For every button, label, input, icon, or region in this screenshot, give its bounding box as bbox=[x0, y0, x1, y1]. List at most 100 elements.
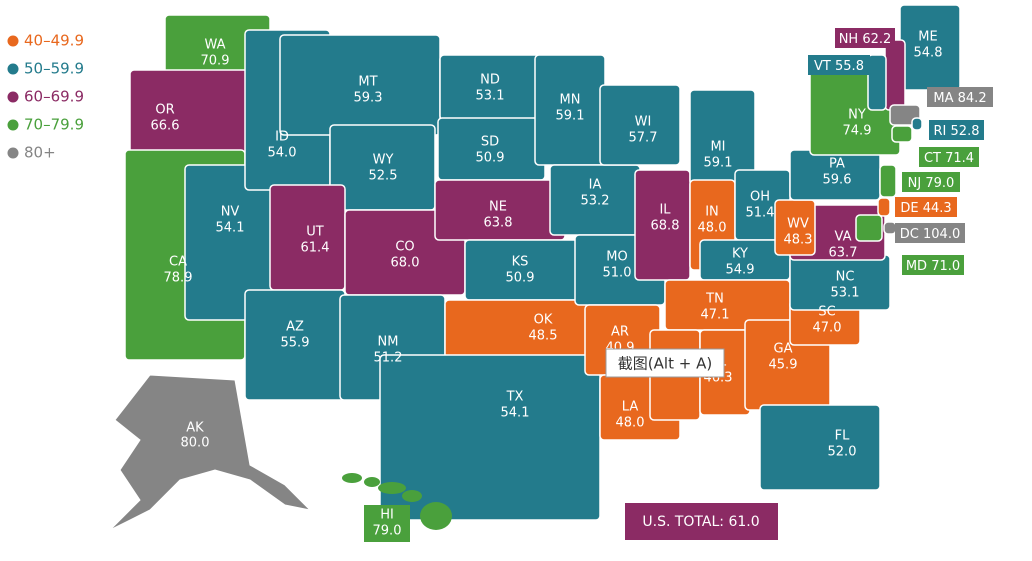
legend-label: 80+ bbox=[24, 144, 56, 162]
state-label: NY bbox=[848, 108, 866, 123]
state-label: SD bbox=[481, 135, 499, 150]
state-abbr: RI bbox=[934, 124, 947, 139]
state-shape bbox=[599, 84, 681, 166]
state-abbr: DE bbox=[900, 201, 918, 216]
state-value: 53.1 bbox=[831, 286, 860, 301]
legend-swatch bbox=[7, 147, 19, 159]
state-label: IN bbox=[705, 205, 719, 220]
state-label: CT 71.4 bbox=[924, 151, 974, 166]
state-label: RI 52.8 bbox=[934, 124, 980, 139]
state-value: 52.5 bbox=[369, 169, 398, 184]
state-abbr: NH bbox=[839, 32, 859, 47]
state-label: NJ 79.0 bbox=[908, 176, 955, 191]
state-shapes bbox=[109, 4, 961, 531]
state-value: 44.3 bbox=[923, 201, 952, 216]
state-abbr: VT bbox=[814, 59, 831, 74]
state-value: 68.8 bbox=[651, 219, 680, 234]
state-shape bbox=[911, 117, 923, 131]
state-label: NH 62.2 bbox=[839, 32, 892, 47]
state-label: KS bbox=[512, 255, 529, 270]
state-label: OK bbox=[534, 313, 553, 328]
state-label: DE 44.3 bbox=[900, 201, 951, 216]
state-value: 50.9 bbox=[476, 151, 505, 166]
state-box bbox=[895, 197, 957, 217]
state-shape bbox=[378, 482, 406, 494]
state-shape bbox=[109, 374, 312, 531]
state-value: 54.1 bbox=[501, 406, 530, 421]
state-label: OH bbox=[750, 190, 770, 205]
state-label: AK bbox=[186, 421, 204, 436]
state-value: 66.6 bbox=[151, 119, 180, 134]
state-value: 62.2 bbox=[862, 32, 891, 47]
state-value: 70.9 bbox=[201, 54, 230, 69]
state-shape bbox=[342, 473, 362, 483]
state-shape bbox=[883, 221, 897, 235]
state-abbr: MA bbox=[933, 91, 953, 106]
state-value: 78.9 bbox=[164, 271, 193, 286]
state-shape bbox=[364, 477, 380, 487]
state-label: GA bbox=[774, 342, 793, 357]
state-value: 47.0 bbox=[813, 321, 842, 336]
state-shape bbox=[877, 197, 891, 217]
state-value: 51.0 bbox=[603, 266, 632, 281]
state-value: 53.1 bbox=[476, 89, 505, 104]
state-label: MN bbox=[560, 93, 581, 108]
legend: 40–49.9 50–59.9 60–69.9 70–79.9 80+ bbox=[7, 32, 84, 162]
state-box bbox=[808, 55, 870, 75]
state-label: NV bbox=[221, 205, 240, 220]
state-value: 48.0 bbox=[698, 221, 727, 236]
state-label: CO bbox=[395, 240, 414, 255]
state-value: 57.7 bbox=[629, 131, 658, 146]
state-value: 71.4 bbox=[945, 151, 974, 166]
state-label: WI bbox=[635, 115, 652, 130]
state-value: 45.9 bbox=[769, 358, 798, 373]
state-abbr: DC bbox=[900, 227, 919, 242]
total-label: U.S. TOTAL: 61.0 bbox=[642, 514, 759, 530]
state-label: IA bbox=[589, 178, 602, 193]
state-label: WV bbox=[787, 217, 809, 232]
state-abbr: MD bbox=[906, 259, 927, 274]
state-value: 59.1 bbox=[556, 109, 585, 124]
state-label: AR bbox=[611, 325, 629, 340]
state-shape bbox=[402, 490, 422, 502]
state-value: 71.0 bbox=[931, 259, 960, 274]
state-box bbox=[902, 172, 960, 192]
legend-label: 50–59.9 bbox=[24, 60, 84, 78]
state-shape bbox=[759, 404, 881, 491]
state-shape bbox=[891, 125, 913, 143]
legend-swatch bbox=[7, 35, 19, 47]
legend-swatch bbox=[7, 63, 19, 75]
state-label: MA 84.2 bbox=[933, 91, 986, 106]
state-value: 48.3 bbox=[784, 233, 813, 248]
state-label: ME bbox=[918, 30, 937, 45]
state-label: KY bbox=[732, 247, 748, 262]
state-shape bbox=[420, 502, 452, 530]
state-label: NE bbox=[489, 200, 507, 215]
state-label: VT 55.8 bbox=[814, 59, 864, 74]
state-label: CA bbox=[169, 255, 187, 270]
state-value: 48.5 bbox=[529, 329, 558, 344]
state-label: MD 71.0 bbox=[906, 259, 960, 274]
state-label: ND bbox=[480, 73, 500, 88]
state-value: 51.2 bbox=[374, 351, 403, 366]
state-label: FL bbox=[835, 429, 850, 444]
state-value: 53.2 bbox=[581, 194, 610, 209]
state-label: MI bbox=[710, 140, 725, 155]
state-label: HI bbox=[380, 508, 394, 523]
state-label: SC bbox=[818, 305, 835, 320]
state-value: 79.0 bbox=[373, 524, 402, 539]
state-label: UT bbox=[306, 225, 324, 240]
state-value: 80.0 bbox=[181, 436, 210, 451]
state-value: 79.0 bbox=[925, 176, 954, 191]
state-label: NM bbox=[378, 335, 399, 350]
state-shape bbox=[439, 54, 541, 121]
state-label: DC 104.0 bbox=[900, 227, 960, 242]
tooltip: 截图(Alt + A) bbox=[618, 355, 712, 373]
state-value: 59.6 bbox=[823, 173, 852, 188]
state-value: 54.9 bbox=[726, 263, 755, 278]
state-label: WY bbox=[373, 153, 394, 168]
state-label: ID bbox=[275, 130, 289, 145]
state-label: TN bbox=[705, 292, 724, 307]
state-label: NC bbox=[836, 270, 855, 285]
